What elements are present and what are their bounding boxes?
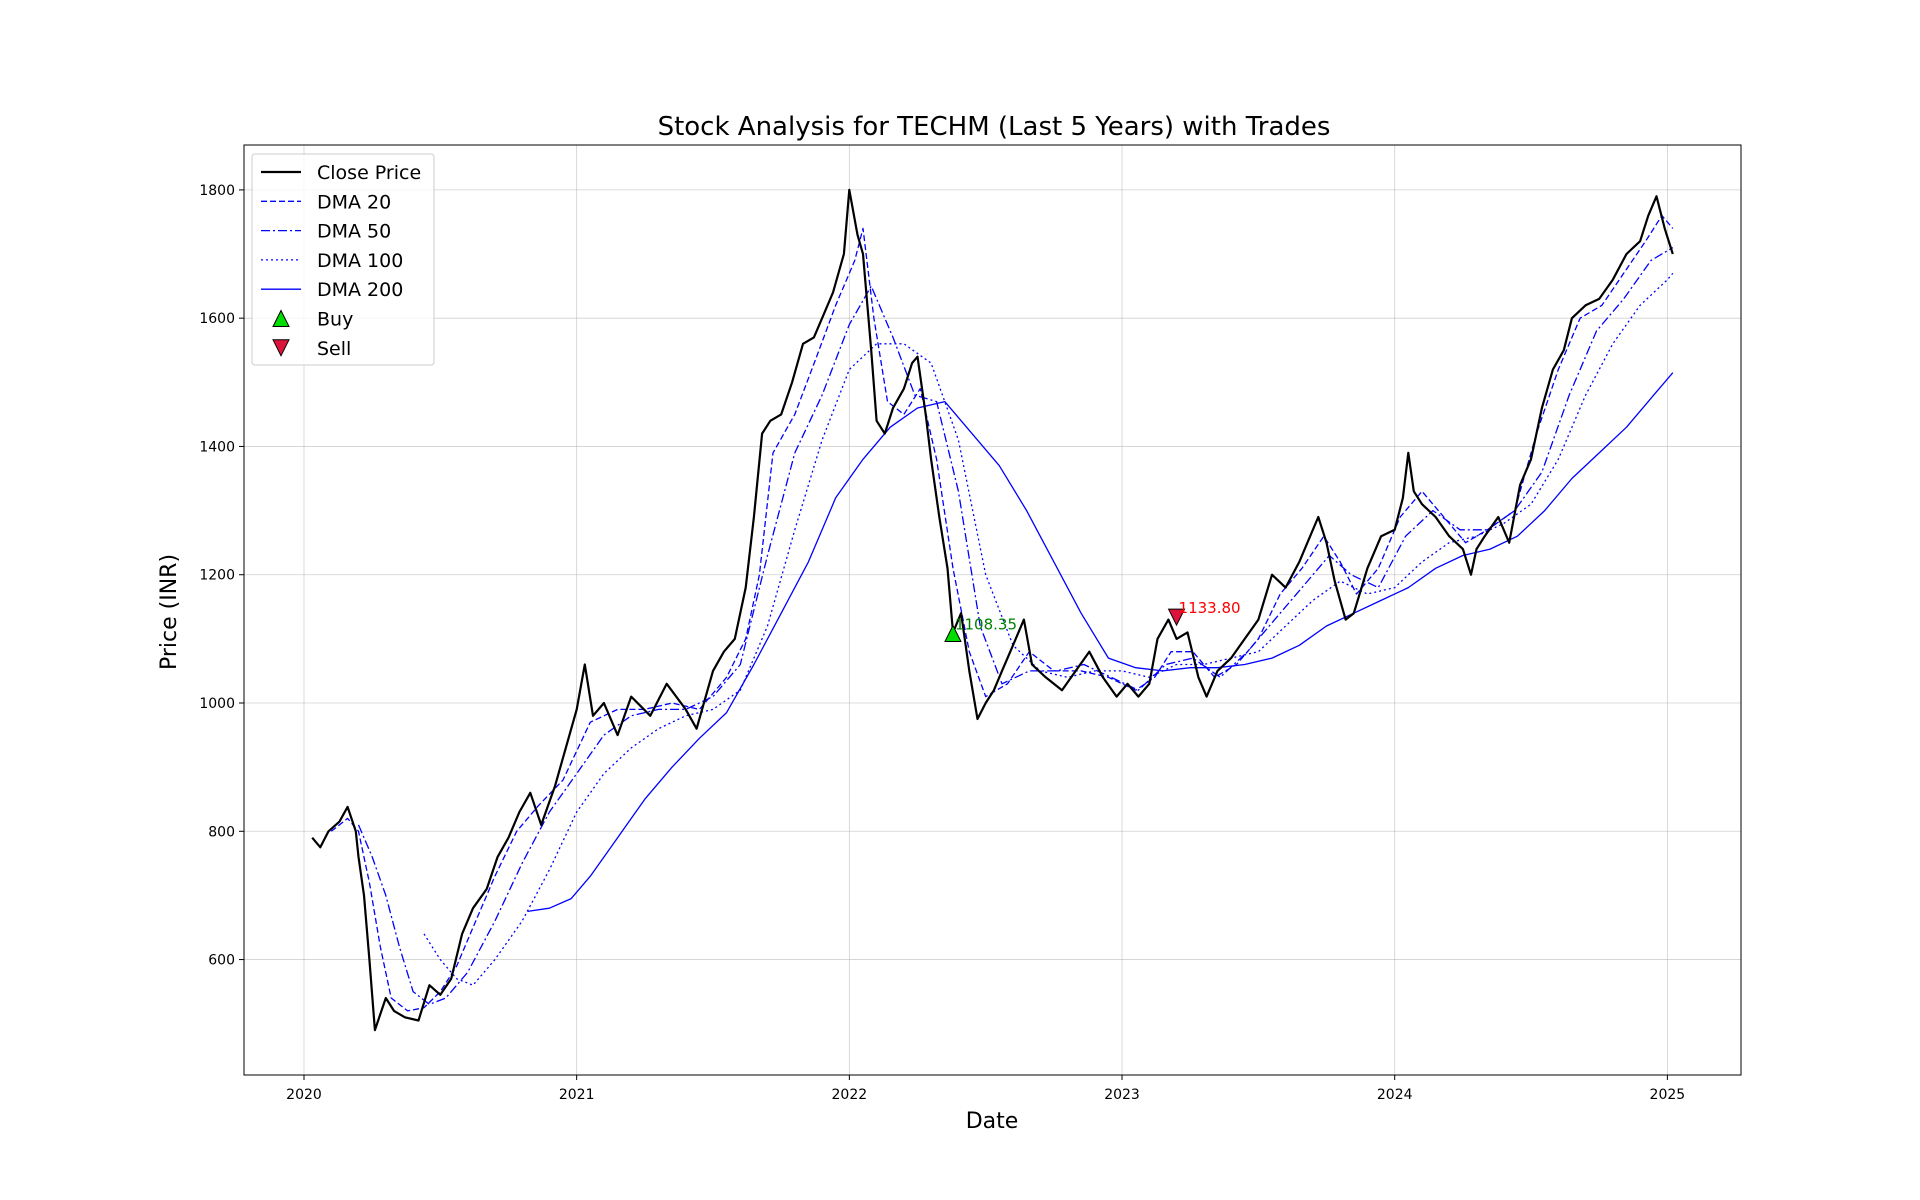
y-tick-label: 1600 xyxy=(199,311,235,327)
buy-marker xyxy=(944,624,962,643)
series-line-dma-50 xyxy=(357,247,1674,1006)
y-tick-label: 1800 xyxy=(199,183,235,199)
x-axis-title: Date xyxy=(966,1109,1019,1134)
grid-lines xyxy=(244,145,1741,1075)
y-tick-label: 600 xyxy=(208,953,235,969)
legend-label-dma-200: DMA 200 xyxy=(317,279,403,301)
y-axis-ticks: 600 800 1000 1200 1400 1600 1800 xyxy=(199,183,244,969)
legend-swatch-buy xyxy=(272,309,290,327)
y-axis-title: Price (INR) xyxy=(157,554,182,670)
x-tick-label: 2021 xyxy=(559,1087,595,1103)
x-tick-label: 2023 xyxy=(1104,1087,1140,1103)
series-layer xyxy=(311,188,1674,1032)
trade-markers: 1108.35 1133.80 xyxy=(944,599,1241,643)
plot-frame xyxy=(243,144,1742,1076)
legend-label-dma-100: DMA 100 xyxy=(317,250,403,272)
buy-price-label: 1108.35 xyxy=(955,616,1017,634)
chart-title: Stock Analysis for TECHM (Last 5 Years) … xyxy=(658,112,1331,142)
y-tick-label: 1000 xyxy=(199,696,235,712)
legend-label-sell: Sell xyxy=(317,338,351,360)
sell-price-label: 1133.80 xyxy=(1179,599,1241,617)
series-line-dma-200 xyxy=(527,372,1674,913)
legend-label-dma-50: DMA 50 xyxy=(317,221,391,243)
series-line-dma-20 xyxy=(330,214,1674,1012)
x-tick-label: 2022 xyxy=(832,1087,868,1103)
y-tick-label: 1200 xyxy=(199,568,235,584)
x-tick-label: 2025 xyxy=(1650,1087,1686,1103)
series-line-close-price xyxy=(311,188,1674,1032)
legend-label-dma-20: DMA 20 xyxy=(317,191,391,213)
legend: Close Price DMA 20 DMA 50 DMA 100 DMA 200 Buy… xyxy=(251,153,435,366)
sell-marker xyxy=(1167,608,1186,627)
x-tick-label: 2024 xyxy=(1377,1087,1413,1103)
y-tick-label: 800 xyxy=(208,824,235,840)
x-tick-label: 2020 xyxy=(286,1087,322,1103)
x-axis-ticks: 2020 2021 2022 2023 2024 2025 xyxy=(286,1075,1685,1103)
series-line-dma-100 xyxy=(423,272,1674,986)
y-tick-label: 1400 xyxy=(199,439,235,455)
legend-box xyxy=(251,153,435,366)
legend-label-close-price: Close Price xyxy=(317,162,421,184)
legend-swatch-sell xyxy=(272,339,290,357)
legend-label-buy: Buy xyxy=(317,309,353,331)
